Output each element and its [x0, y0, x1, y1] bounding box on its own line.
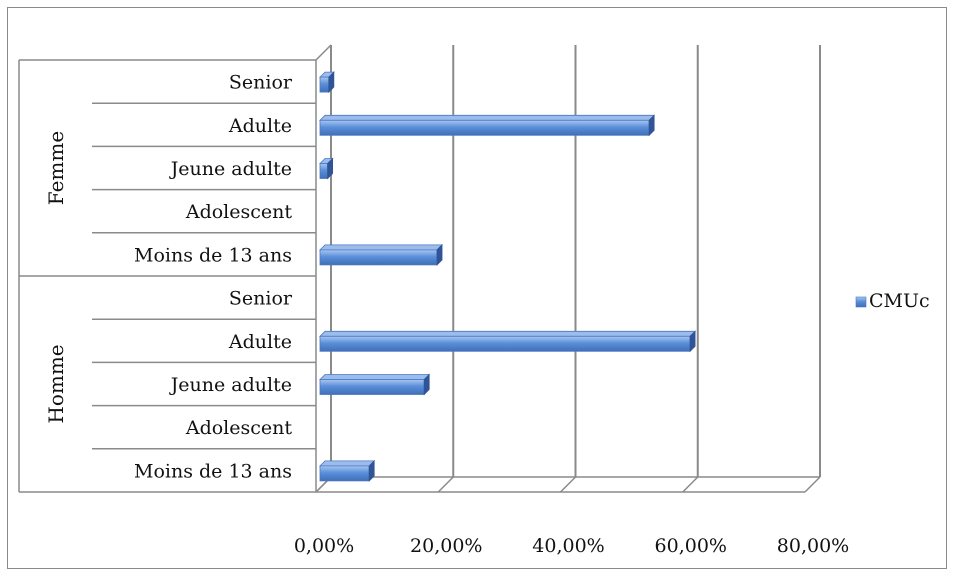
bar-front-face	[319, 76, 330, 93]
bar-femme-adulte	[319, 114, 656, 137]
x-tick-label: 0,00%	[294, 535, 354, 557]
category-label-homme-adulte: Adulte	[228, 331, 292, 353]
chart-frame	[7, 7, 947, 569]
category-label-homme-moins-de-13-ans: Moins de 13 ans	[134, 460, 292, 482]
legend: CMUc	[855, 290, 930, 312]
bar-end-face	[328, 71, 335, 94]
bar-homme-moins-de-13-ans	[319, 459, 376, 482]
group-label-femme: Femme	[44, 131, 68, 205]
bar-homme-jeune-adulte	[319, 373, 431, 396]
category-label-homme-adolescent: Adolescent	[185, 417, 293, 439]
category-label-femme-moins-de-13-ans: Moins de 13 ans	[134, 244, 292, 266]
bar-top-face	[319, 460, 376, 467]
bar-front-face	[319, 119, 650, 136]
floor-tick-1	[437, 476, 454, 493]
category-label-homme-senior: Senior	[229, 288, 293, 310]
x-tick-label: 60,00%	[655, 535, 727, 557]
bar-end-face	[436, 243, 443, 266]
bar-front-face	[319, 163, 329, 179]
category-labels: Senior Adulte Jeune adulte Adolescent Moins …	[134, 72, 293, 483]
bar-top-face	[319, 374, 431, 380]
bar-top-face	[319, 330, 697, 337]
bar-front-face	[319, 379, 425, 395]
x-tick-label: 80,00%	[777, 535, 849, 557]
bar-femme-moins-de-13-ans	[319, 243, 443, 266]
plot-walls	[315, 44, 820, 493]
gridlines	[315, 45, 821, 493]
bar-end-face	[423, 373, 430, 396]
x-tick-label: 20,00%	[410, 535, 482, 557]
bar-end-face	[368, 459, 375, 482]
bar-top-face	[319, 114, 656, 121]
group-labels: Femme Homme	[44, 131, 68, 424]
category-axis	[18, 59, 317, 493]
category-label-femme-adolescent: Adolescent	[185, 201, 293, 223]
x-tick-label: 40,00%	[532, 535, 604, 557]
bar-end-face	[327, 157, 334, 180]
legend-label-cmuc: CMUc	[869, 290, 930, 312]
category-label-homme-jeune-adulte: Jeune adulte	[169, 374, 292, 396]
bar-end-face	[648, 114, 655, 137]
bar-end-face	[689, 330, 696, 353]
bar-femme-jeune-adulte	[319, 157, 334, 180]
bar-front-face	[319, 249, 438, 266]
bar-homme-adulte	[319, 330, 697, 353]
bar-front-face	[319, 335, 691, 352]
group-label-homme: Homme	[44, 344, 68, 423]
floor-tick-4	[804, 476, 821, 493]
bar-femme-senior	[319, 71, 335, 94]
bars	[319, 71, 697, 482]
legend-swatch-cmuc	[855, 296, 867, 308]
side-wall-top-edge	[315, 44, 332, 61]
category-label-femme-jeune-adulte: Jeune adulte	[169, 158, 292, 180]
bar-front-face	[319, 465, 370, 482]
floor-tick-2	[559, 476, 577, 493]
x-tick-labels: 0,00% 20,00% 40,00% 60,00% 80,00%	[294, 535, 849, 557]
category-label-femme-senior: Senior	[229, 72, 293, 94]
floor-tick-3	[682, 476, 699, 493]
bar-top-face	[319, 244, 443, 251]
category-label-femme-adulte: Adulte	[228, 115, 292, 137]
